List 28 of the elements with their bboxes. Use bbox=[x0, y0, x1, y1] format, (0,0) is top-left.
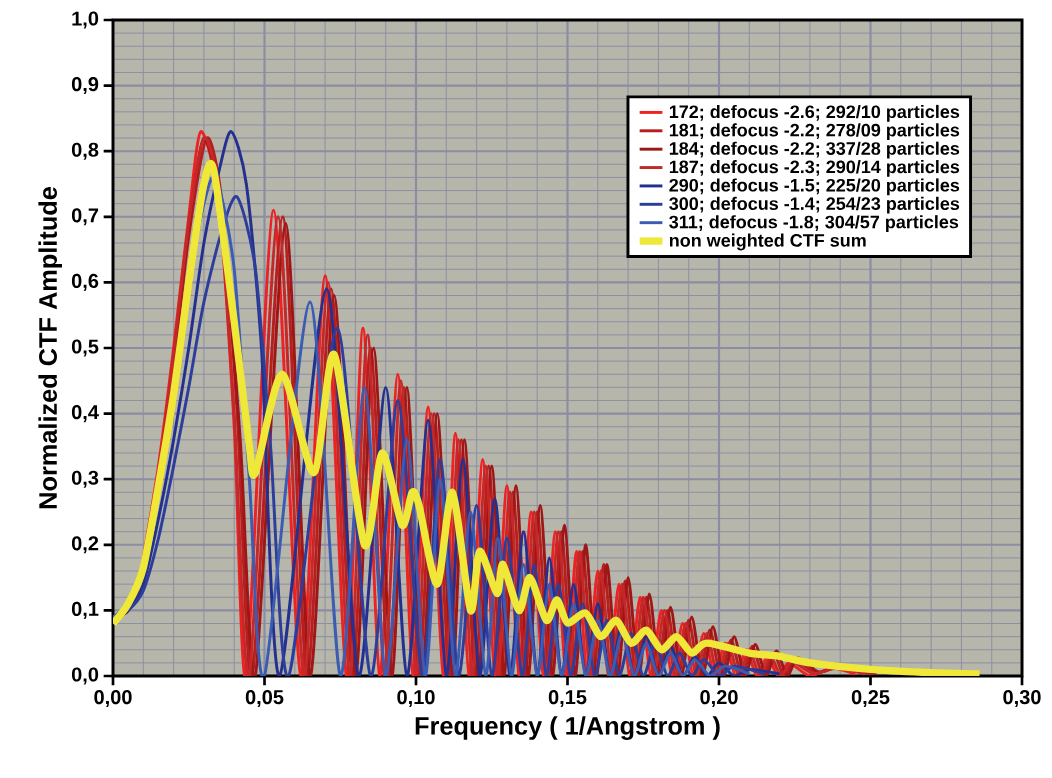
y-tick-label: 0,2 bbox=[71, 536, 99, 554]
y-tick-label: 0,8 bbox=[71, 142, 99, 160]
legend-label: 311; defocus -1.8; 304/57 particles bbox=[669, 215, 959, 232]
x-tick-label: 0,25 bbox=[851, 690, 890, 708]
y-tick-label: 0,4 bbox=[71, 405, 99, 423]
legend-label: non weighted CTF sum bbox=[669, 233, 866, 251]
x-tick-label: 0,05 bbox=[245, 690, 284, 708]
x-tick-label: 0,20 bbox=[700, 690, 738, 708]
legend-label: 187; defocus -2.3; 290/14 particles bbox=[669, 160, 960, 177]
legend-label: 184; defocus -2.2; 337/28 particles bbox=[669, 141, 960, 159]
y-tick-label: 0,5 bbox=[71, 339, 99, 357]
legend-label: 172; defocus -2.6; 292/10 particles bbox=[669, 104, 960, 122]
y-tick-label: 0,6 bbox=[71, 273, 99, 291]
y-axis-title: Normalized CTF Amplitude bbox=[38, 187, 62, 509]
x-tick-label: 0,30 bbox=[1003, 690, 1041, 708]
legend-label: 181; defocus -2.2; 278/09 particles bbox=[669, 123, 960, 141]
x-axis-title: Frequency ( 1/Angstrom ) bbox=[415, 716, 720, 740]
y-tick-label: 0,0 bbox=[71, 667, 99, 685]
y-tick-label: 0,1 bbox=[71, 601, 99, 619]
y-tick-label: 0,9 bbox=[71, 77, 99, 95]
y-tick-label: 0,3 bbox=[71, 470, 99, 488]
x-tick-label: 0,15 bbox=[548, 690, 587, 708]
x-tick-label: 0,10 bbox=[397, 690, 435, 708]
legend-label: 290; defocus -1.5; 225/20 particles bbox=[669, 178, 960, 196]
y-tick-label: 1,0 bbox=[72, 11, 99, 29]
y-tick-label: 0,7 bbox=[71, 208, 99, 226]
legend-label: 300; defocus -1.4; 254/23 particles bbox=[669, 196, 960, 214]
x-tick-label: 0,00 bbox=[94, 690, 132, 708]
